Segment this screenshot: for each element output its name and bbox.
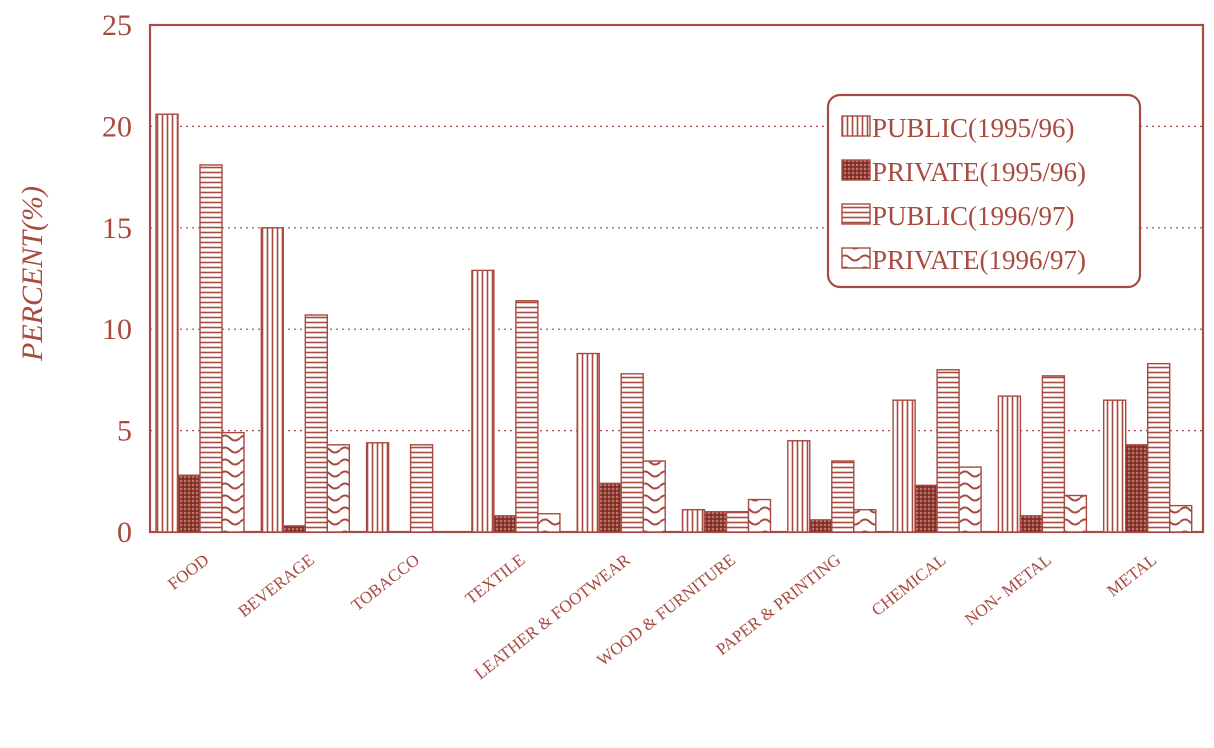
bar: [537, 513, 561, 533]
x-tick-label: TEXTILE: [462, 550, 529, 608]
bar: [1041, 375, 1066, 533]
y-tick-label: 10: [102, 313, 132, 346]
bar: [1146, 362, 1171, 533]
bar: [703, 511, 728, 533]
bar: [853, 508, 877, 533]
bar: [409, 444, 434, 533]
y-tick-label: 25: [102, 9, 132, 42]
bar: [260, 227, 284, 533]
x-tick-label: METAL: [1103, 550, 1160, 600]
bar: [642, 460, 666, 533]
bar: [493, 515, 517, 533]
bar: [1102, 399, 1127, 533]
bar: [365, 442, 390, 533]
legend-swatch: [841, 203, 871, 225]
bar: [1168, 504, 1193, 533]
y-axis-title: PERCENT(%): [16, 186, 49, 362]
legend-swatch: [841, 247, 871, 269]
bar: [725, 511, 750, 533]
x-tick-label: CHEMICAL: [868, 550, 950, 620]
bar: [747, 498, 772, 533]
bar: [1063, 494, 1088, 533]
bar: [471, 269, 495, 533]
bar: [598, 482, 622, 533]
bar: [304, 314, 328, 533]
bar: [620, 373, 644, 533]
bars: [155, 113, 1193, 533]
legend-box: [826, 93, 1142, 289]
legend-swatch: [841, 115, 871, 137]
y-tick-label: 5: [117, 415, 132, 448]
bar: [576, 352, 600, 533]
legend-label: PUBLIC(1995/96): [872, 113, 1075, 143]
bar: [221, 431, 245, 533]
bar: [282, 525, 306, 533]
x-tick-label: NON- METAL: [961, 550, 1055, 629]
plot-frame: [148, 23, 1205, 534]
bar: [1124, 444, 1149, 533]
bar: [177, 474, 201, 533]
bar: [199, 164, 223, 533]
legend-label: PRIVATE(1996/97): [872, 245, 1086, 275]
legend: PUBLIC(1995/96) PRIVATE(1995/96) PUBLIC(19…: [826, 93, 1142, 289]
axes: [148, 23, 1205, 534]
bar: [1019, 515, 1044, 533]
x-tick-label: FOOD: [164, 550, 212, 593]
bar: [809, 519, 833, 533]
bar: [892, 399, 916, 533]
bar: [914, 484, 938, 533]
y-tick-label: 0: [117, 516, 132, 549]
legend-swatch: [841, 159, 871, 181]
bar: [681, 508, 706, 533]
bar: [936, 369, 960, 533]
bar: [787, 440, 811, 533]
bar: [515, 300, 539, 533]
bar: [997, 395, 1022, 533]
x-tick-label: BEVERAGE: [235, 550, 318, 621]
bar: [155, 113, 179, 533]
legend-label: PUBLIC(1996/97): [872, 201, 1075, 231]
y-tick-label: 15: [102, 212, 132, 245]
x-tick-label: TOBACCO: [348, 550, 423, 615]
y-tick-label: 20: [102, 110, 132, 143]
bar: [958, 466, 982, 533]
bar: [326, 444, 350, 533]
bar: [831, 460, 855, 533]
legend-label: PRIVATE(1995/96): [872, 157, 1086, 187]
